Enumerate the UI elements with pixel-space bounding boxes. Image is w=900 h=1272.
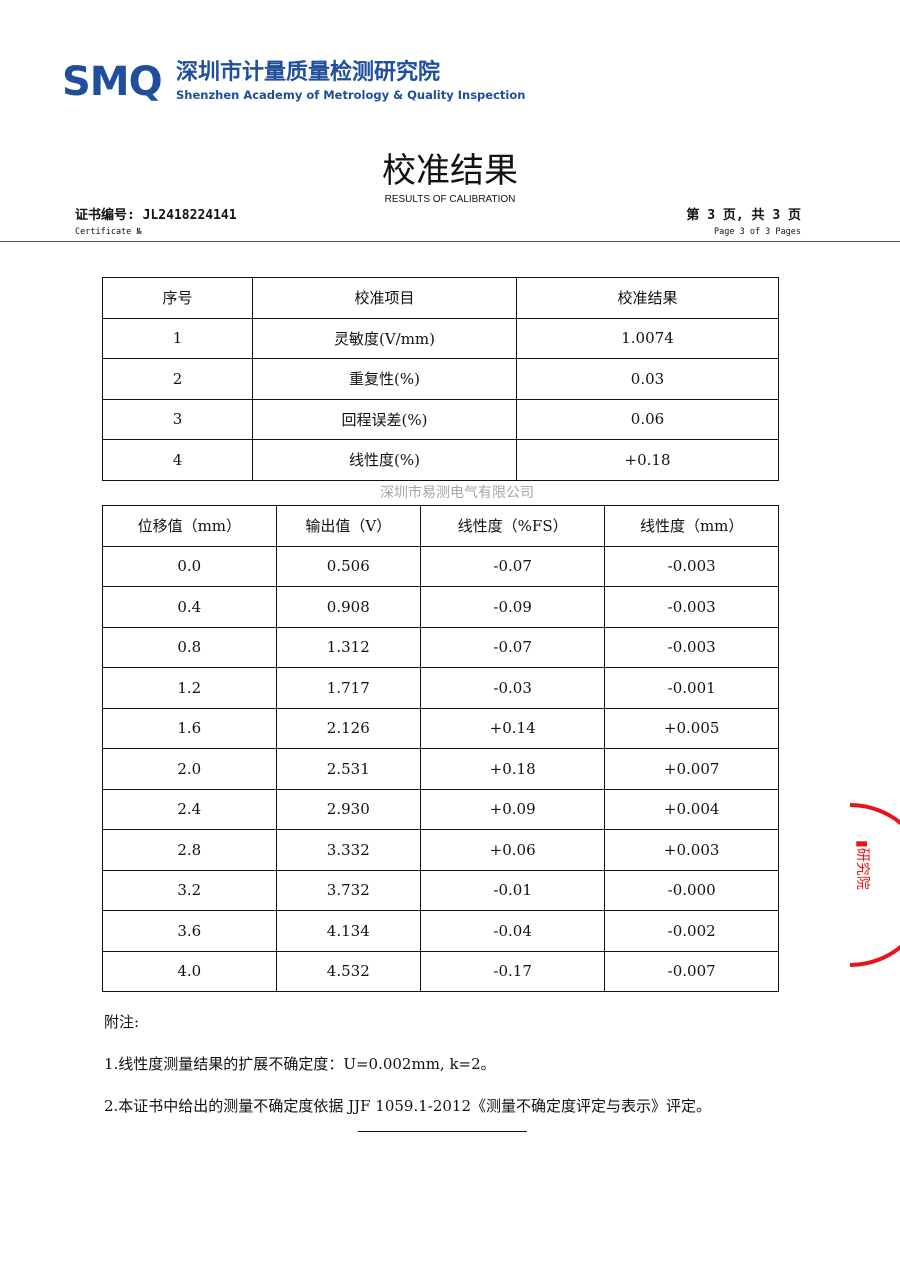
table-cell: -0.03: [419, 667, 606, 709]
linearity-table: 位移值（mm） 输出值（V） 线性度（%FS） 线性度（mm） 0.0 0.506 -0.0…: [102, 505, 779, 992]
table-cell: -0.07: [419, 626, 606, 668]
column-header: 输出值（V）: [275, 505, 421, 547]
table-row: 0.4 0.908 -0.09 -0.003: [102, 586, 779, 628]
table-cell: +0.007: [604, 748, 779, 790]
table-cell: 0.4: [102, 586, 277, 628]
table-row: 4 线性度(%) +0.18: [102, 439, 779, 481]
table-cell: +0.18: [516, 439, 779, 481]
table-cell: +0.004: [604, 788, 779, 830]
table-cell: 0.03: [516, 358, 779, 400]
page-number: 第 3 页, 共 3 页: [686, 208, 801, 223]
red-seal-stamp: ▮研究院: [850, 803, 900, 967]
table-cell: 0.0: [102, 545, 277, 587]
org-name-cn: 深圳市计量质量检测研究院: [176, 60, 441, 85]
column-header: 序号: [102, 277, 253, 319]
table-row: 3 回程误差(%) 0.06: [102, 398, 779, 440]
table-row: 2 重复性(%) 0.03: [102, 358, 779, 400]
table-row: 2.0 2.531 +0.18 +0.007: [102, 748, 779, 790]
table-row: 3.2 3.732 -0.01 -0.000: [102, 869, 779, 911]
page-subtitle: RESULTS OF CALIBRATION: [384, 194, 516, 205]
header-divider: [0, 241, 900, 242]
table-cell: 1.717: [275, 667, 421, 709]
table-cell: -0.003: [604, 586, 779, 628]
page-title: 校准结果: [382, 151, 518, 191]
table-cell: 1.0074: [516, 317, 779, 359]
table-cell: 2.531: [275, 748, 421, 790]
table-cell: -0.003: [604, 626, 779, 668]
svg-text:▮研究院: ▮研究院: [854, 840, 870, 890]
table-cell: 4.532: [275, 950, 421, 992]
note-2: 2.本证书中给出的测量不确定度依据 JJF 1059.1-2012《测量不确定度…: [104, 1097, 712, 1115]
notes-label: 附注:: [104, 1013, 140, 1031]
table-cell: -0.17: [419, 950, 606, 992]
column-header: 校准项目: [252, 277, 517, 319]
logo-mark: SMQ: [62, 59, 163, 105]
table-cell: -0.001: [604, 667, 779, 709]
table-cell: 3.732: [275, 869, 421, 911]
table-cell: 3.6: [102, 910, 277, 952]
end-line: [358, 1131, 527, 1132]
table-cell: 2.4: [102, 788, 277, 830]
table-cell: 4.0: [102, 950, 277, 992]
table-cell: +0.14: [419, 707, 606, 749]
table-cell: 0.06: [516, 398, 779, 440]
column-header: 位移值（mm）: [102, 505, 277, 547]
table-cell: 回程误差(%): [252, 398, 517, 440]
table-cell: 2.126: [275, 707, 421, 749]
table-cell: 2.0: [102, 748, 277, 790]
table-cell: 1.2: [102, 667, 277, 709]
table-row: 2.4 2.930 +0.09 +0.004: [102, 788, 779, 830]
table-row: 1 灵敏度(V/mm) 1.0074: [102, 317, 779, 359]
table-cell: 线性度(%): [252, 439, 517, 481]
table-cell: 1: [102, 317, 253, 359]
table-cell: 2.930: [275, 788, 421, 830]
note-1: 1.线性度测量结果的扩展不确定度：U=0.002mm, k=2。: [104, 1055, 496, 1073]
table-cell: -0.01: [419, 869, 606, 911]
table-cell: -0.07: [419, 545, 606, 587]
table-cell: +0.09: [419, 788, 606, 830]
table-cell: 重复性(%): [252, 358, 517, 400]
table-cell: +0.06: [419, 829, 606, 871]
table-cell: 2: [102, 358, 253, 400]
table-cell: 0.8: [102, 626, 277, 668]
table-cell: 4.134: [275, 910, 421, 952]
column-header: 线性度（%FS）: [419, 505, 606, 547]
table-cell: 1.312: [275, 626, 421, 668]
watermark: 深圳市易测电气有限公司: [380, 485, 534, 501]
org-name-en: Shenzhen Academy of Metrology & Quality …: [176, 88, 526, 102]
table-cell: 3: [102, 398, 253, 440]
table-cell: -0.000: [604, 869, 779, 911]
table-cell: -0.003: [604, 545, 779, 587]
table-cell: 3.332: [275, 829, 421, 871]
table-cell: -0.09: [419, 586, 606, 628]
table-cell: 2.8: [102, 829, 277, 871]
table-cell: +0.005: [604, 707, 779, 749]
table-row: 0.8 1.312 -0.07 -0.003: [102, 626, 779, 668]
table-cell: 0.908: [275, 586, 421, 628]
certificate-label-en: Certificate №: [75, 227, 142, 237]
table-row: 1.2 1.717 -0.03 -0.001: [102, 667, 779, 709]
table-row: 1.6 2.126 +0.14 +0.005: [102, 707, 779, 749]
column-header: 线性度（mm）: [604, 505, 779, 547]
page-number-en: Page 3 of 3 Pages: [714, 227, 801, 237]
table-cell: +0.18: [419, 748, 606, 790]
table-cell: 4: [102, 439, 253, 481]
table-cell: -0.002: [604, 910, 779, 952]
header-row: 序号 校准项目 校准结果: [102, 277, 779, 319]
table-row: 0.0 0.506 -0.07 -0.003: [102, 545, 779, 587]
header-row: 位移值（mm） 输出值（V） 线性度（%FS） 线性度（mm）: [102, 505, 779, 547]
table-cell: 0.506: [275, 545, 421, 587]
table-cell: -0.04: [419, 910, 606, 952]
table-cell: 1.6: [102, 707, 277, 749]
certificate-number: 证书编号: JL2418224141: [75, 208, 237, 223]
table-row: 3.6 4.134 -0.04 -0.002: [102, 910, 779, 952]
column-header: 校准结果: [516, 277, 779, 319]
table-row: 2.8 3.332 +0.06 +0.003: [102, 829, 779, 871]
table-cell: -0.007: [604, 950, 779, 992]
summary-table: 序号 校准项目 校准结果 1 灵敏度(V/mm) 1.0074 2 重复性(%) 0.03 3 回程…: [102, 277, 779, 481]
table-row: 4.0 4.532 -0.17 -0.007: [102, 950, 779, 992]
table-cell: 灵敏度(V/mm): [252, 317, 517, 359]
table-cell: 3.2: [102, 869, 277, 911]
table-cell: +0.003: [604, 829, 779, 871]
